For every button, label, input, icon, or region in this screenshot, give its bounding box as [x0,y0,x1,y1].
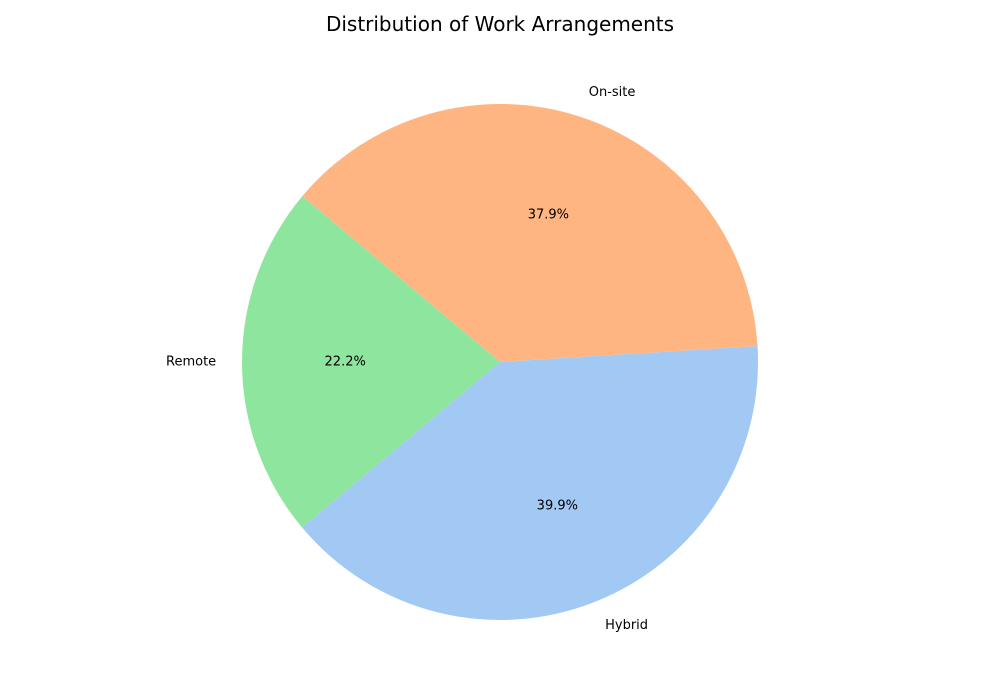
slice-category-label: Remote [166,354,216,369]
slice-category-label: On-site [589,85,636,100]
pie-slice-remote [242,196,500,528]
pie-slice-hybrid [302,345,758,620]
slice-category-label: Hybrid [605,618,648,633]
slice-percent-label: 22.2% [325,354,366,369]
slice-percent-label: 39.9% [537,498,578,513]
chart-title: Distribution of Work Arrangements [325,12,675,36]
slice-percent-label: 37.9% [528,207,569,222]
pie-slice-on-site [302,104,758,362]
